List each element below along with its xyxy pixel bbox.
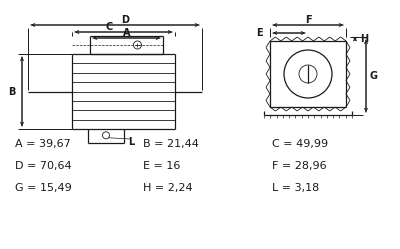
Text: E = 16: E = 16 [143, 161, 180, 171]
Text: H: H [360, 34, 368, 44]
Text: C: C [106, 22, 113, 32]
Text: G = 15,49: G = 15,49 [15, 183, 72, 193]
Text: G: G [370, 71, 378, 81]
Text: D = 70,64: D = 70,64 [15, 161, 72, 171]
Text: L = 3,18: L = 3,18 [272, 183, 319, 193]
Text: C = 49,99: C = 49,99 [272, 139, 328, 149]
Text: A = 39,67: A = 39,67 [15, 139, 71, 149]
Text: F = 28,96: F = 28,96 [272, 161, 327, 171]
Text: B: B [8, 86, 16, 97]
Text: H = 2,24: H = 2,24 [143, 183, 193, 193]
Text: L: L [128, 137, 134, 147]
Text: A: A [123, 28, 130, 38]
Text: D: D [121, 15, 129, 25]
Text: B = 21,44: B = 21,44 [143, 139, 199, 149]
Text: F: F [305, 15, 311, 25]
Text: E: E [256, 28, 263, 38]
